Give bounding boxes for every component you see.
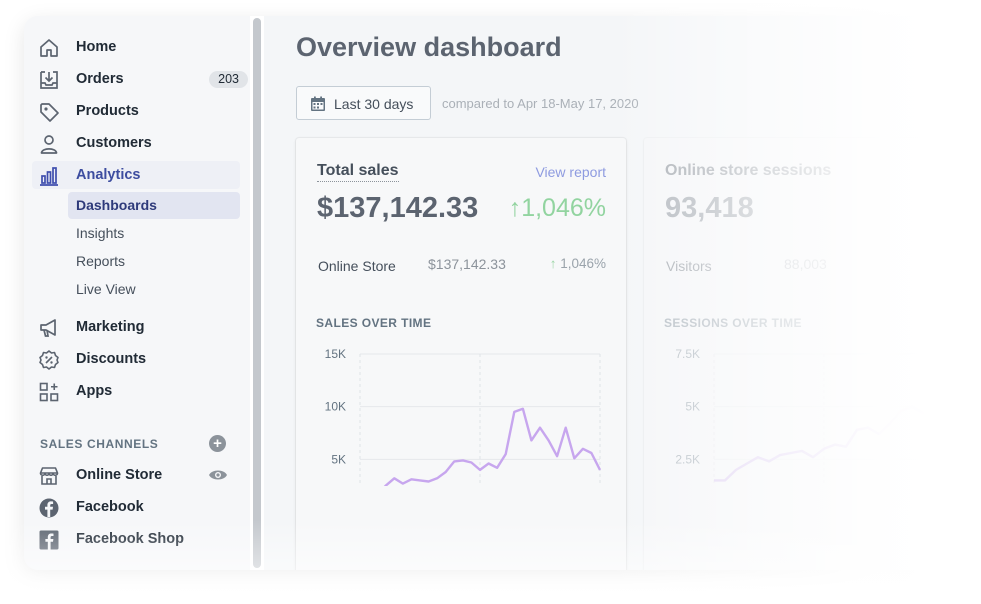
person-icon — [40, 135, 58, 154]
app-window: Home Orders 203 Products Customers Analy… — [24, 16, 924, 570]
sidebar-item-analytics[interactable]: Analytics — [32, 161, 240, 189]
date-range-button[interactable]: Last 30 days — [296, 86, 431, 120]
breakdown-label: Online Store — [318, 258, 396, 274]
facebook-square-icon — [39, 530, 59, 550]
y-tick-label: 5K — [331, 452, 346, 466]
breakdown-label: Visitors — [666, 258, 712, 274]
total-sales-card: Total sales View report $137,142.33 ↑1,0… — [296, 138, 626, 570]
comparison-text: compared to Apr 18-May 17, 2020 — [442, 96, 639, 111]
sidebar-item-label: Orders — [76, 71, 124, 87]
scrollbar-thumb[interactable] — [253, 18, 261, 568]
y-tick-label: 7.5K — [675, 347, 700, 361]
main-content: Overview dashboard Last 30 days compared… — [264, 16, 924, 570]
sidebar-item-label: Marketing — [76, 319, 145, 335]
eye-icon[interactable] — [208, 467, 228, 483]
sidebar-item-label: Analytics — [76, 167, 141, 183]
sidebar-item-label: Apps — [76, 383, 113, 399]
add-sales-channel-button[interactable]: + — [209, 435, 226, 452]
chart-section-title: SALES OVER TIME — [316, 316, 432, 330]
bar-chart-icon — [40, 167, 58, 186]
card-title[interactable]: Online store sessions — [665, 162, 832, 179]
sidebar-item-label: Facebook — [76, 499, 144, 515]
sidebar-scrollbar[interactable] — [250, 16, 264, 570]
total-sales-value: $137,142.33 — [317, 192, 479, 224]
sidebar-item-label: Discounts — [76, 351, 147, 367]
chart-section-title: SESSIONS OVER TIME — [664, 316, 802, 330]
sidebar-item-products[interactable]: Products — [32, 97, 240, 125]
sales-channels-header: SALES CHANNELS — [40, 437, 159, 451]
sidebar: Home Orders 203 Products Customers Analy… — [24, 16, 250, 570]
sidebar-subitem-dashboards[interactable]: Dashboards — [68, 192, 240, 219]
y-tick-label: 10K — [325, 400, 346, 414]
home-icon — [40, 39, 58, 57]
sidebar-item-discounts[interactable]: Discounts — [32, 345, 240, 373]
sidebar-item-marketing[interactable]: Marketing — [32, 313, 240, 341]
card-title[interactable]: Total sales — [317, 162, 399, 182]
y-tick-label: 5K — [685, 400, 700, 414]
tag-icon — [40, 103, 59, 122]
store-icon — [39, 467, 59, 485]
sidebar-item-home[interactable]: Home — [32, 33, 240, 61]
breakdown-value: 88,003 — [784, 256, 827, 272]
sidebar-item-facebook-shop[interactable]: Facebook Shop — [32, 525, 240, 553]
sidebar-item-label: Products — [76, 103, 139, 119]
sidebar-item-orders[interactable]: Orders 203 — [32, 65, 248, 93]
up-arrow-icon: ↑ — [549, 256, 557, 271]
sidebar-item-apps[interactable]: Apps — [32, 377, 240, 405]
breakdown-value: $137,142.33 — [428, 256, 506, 272]
sidebar-item-label: Online Store — [76, 467, 163, 483]
total-sales-change: ↑1,046% — [508, 194, 606, 222]
y-tick-label: 2.5K — [675, 452, 700, 466]
sidebar-item-customers[interactable]: Customers — [32, 129, 240, 157]
apps-icon — [39, 382, 59, 402]
megaphone-icon — [40, 319, 56, 337]
sidebar-item-label: Customers — [76, 135, 152, 151]
breakdown-change-value: 1,046% — [560, 256, 606, 271]
sidebar-subitem-live-view[interactable]: Live View — [76, 281, 136, 297]
sidebar-subitem-reports[interactable]: Reports — [76, 253, 126, 269]
sidebar-subitem-insights[interactable]: Insights — [76, 225, 125, 241]
series-current-line — [714, 405, 924, 482]
sales-over-time-chart: 15K10K5K0May 18Jun 1Jun 15 — [325, 347, 602, 486]
sidebar-item-label: Facebook Shop — [76, 531, 184, 547]
calendar-icon — [311, 96, 325, 111]
page-title: Overview dashboard — [296, 32, 562, 62]
sidebar-item-label: Home — [76, 39, 117, 55]
discount-icon — [39, 350, 59, 370]
date-range-label: Last 30 days — [334, 96, 414, 112]
breakdown-change: ↑ 1,046% — [550, 256, 606, 271]
y-tick-label: 15K — [325, 347, 346, 361]
orders-icon — [40, 71, 58, 89]
online-store-sessions-card: Online store sessions 93,418 Visitors 88… — [644, 138, 924, 570]
sidebar-item-facebook[interactable]: Facebook — [32, 493, 240, 521]
orders-count-badge: 203 — [209, 71, 248, 88]
facebook-circle-icon — [39, 498, 59, 518]
sessions-value: 93,418 — [665, 192, 754, 224]
view-report-link[interactable]: View report — [535, 164, 606, 180]
